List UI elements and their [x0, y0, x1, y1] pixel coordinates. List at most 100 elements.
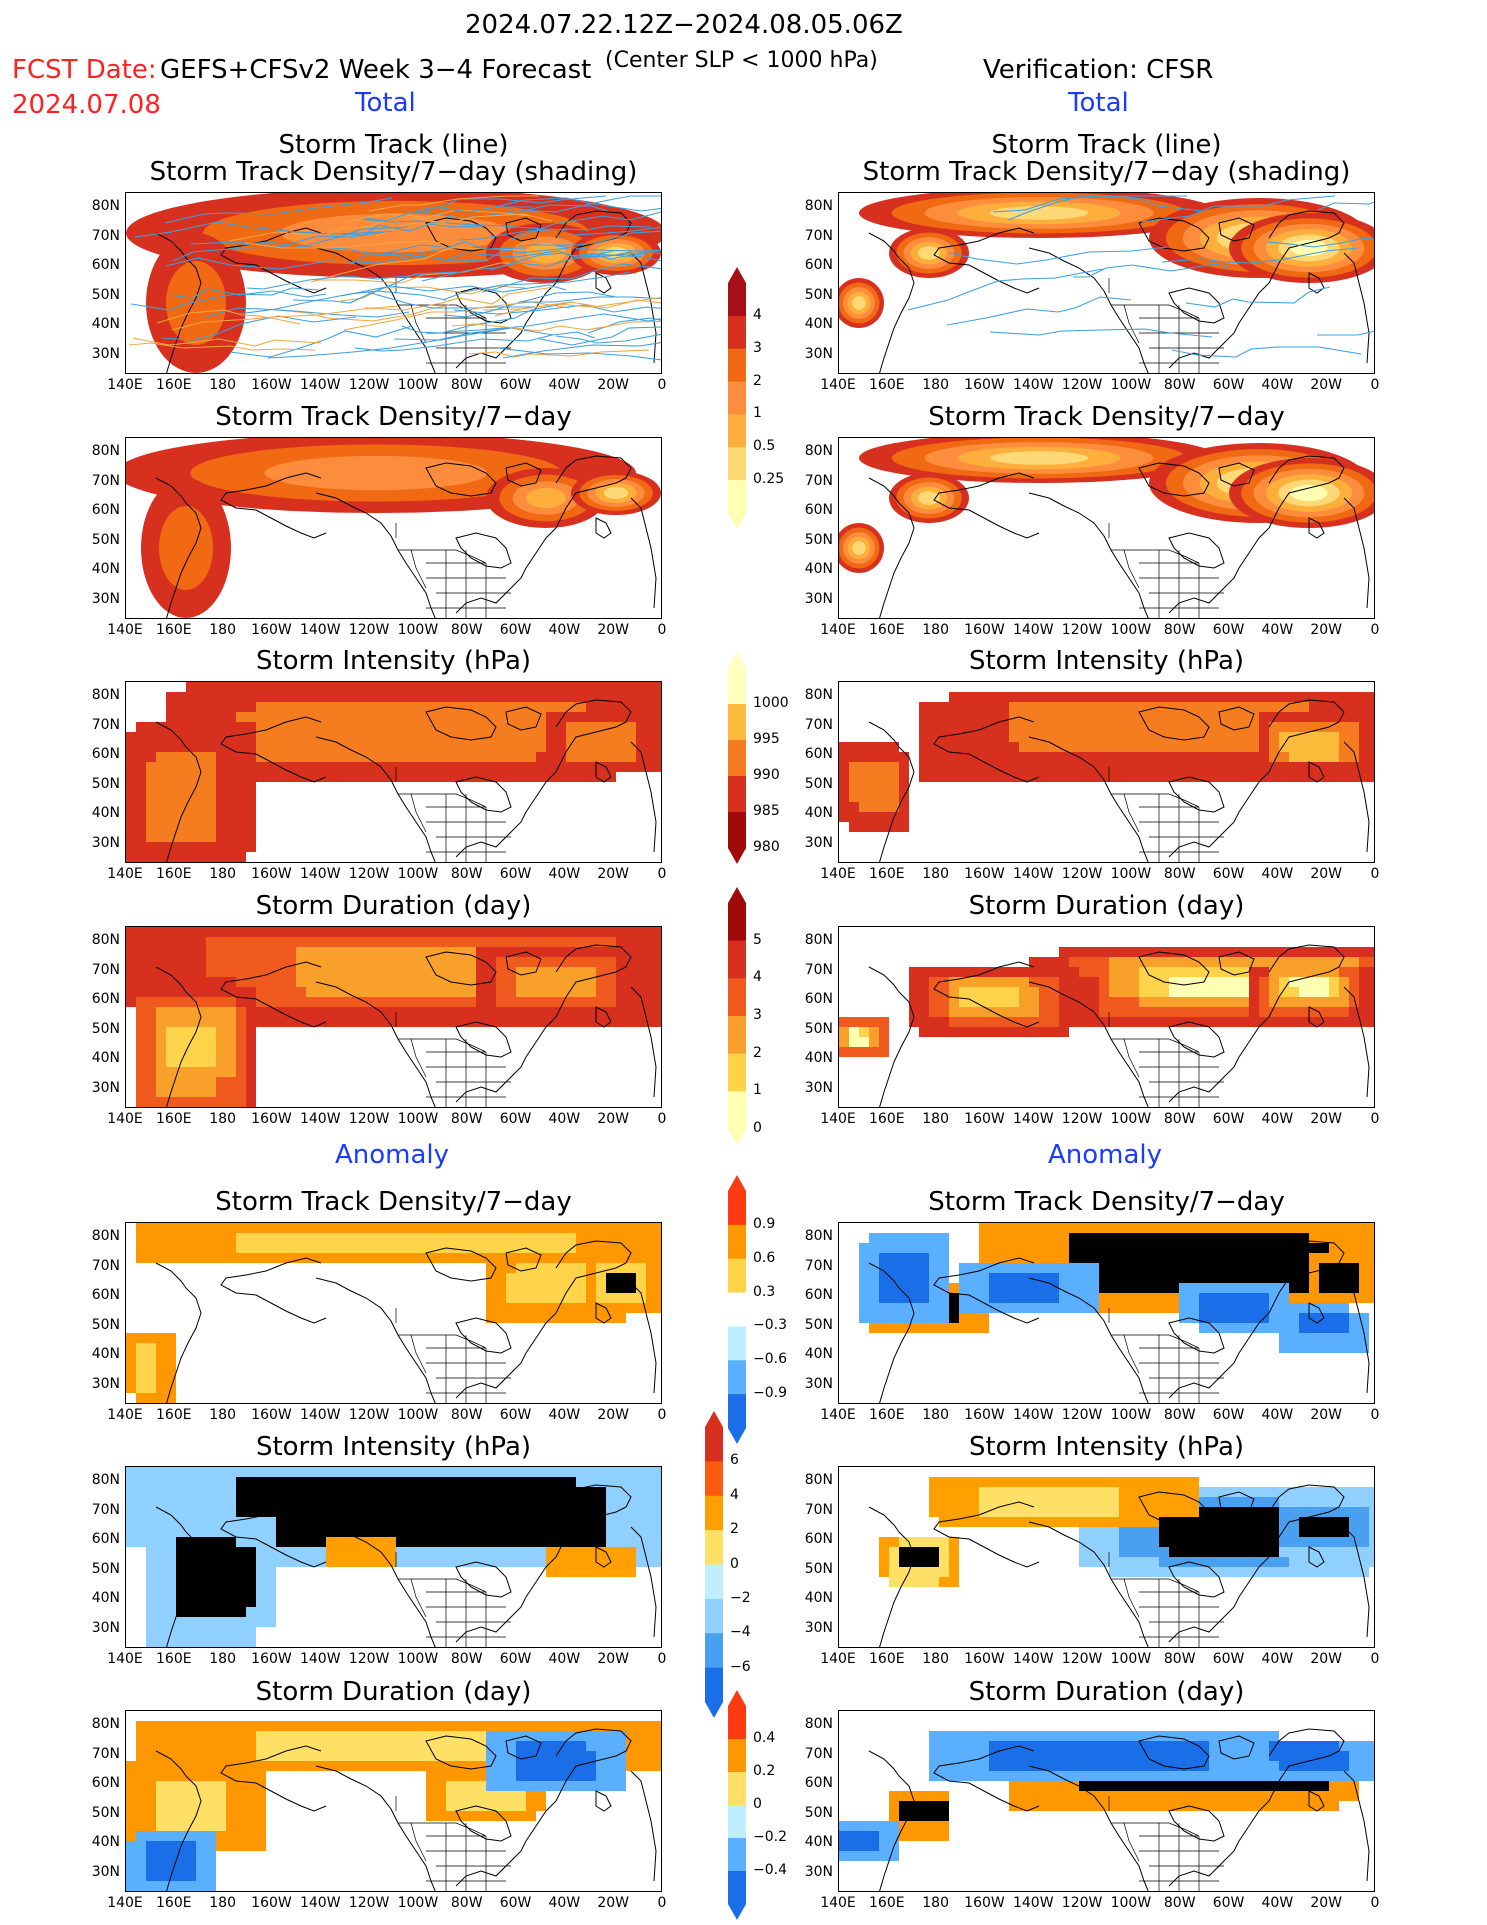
lon-label: 160E: [156, 866, 192, 882]
colorbar-tick-label: 985: [753, 803, 780, 819]
lon-label: 160E: [869, 622, 905, 638]
colorbar-tick-label: 0.25: [753, 471, 785, 488]
lon-label: 100W: [1110, 1895, 1152, 1911]
colorbar-tick-label: 3: [753, 339, 762, 356]
lon-label: 120W: [348, 1895, 390, 1911]
colorbar-tick-label: 4: [753, 969, 762, 986]
map-canvas: [126, 1721, 661, 1891]
title-track-shading-left: Storm Track Density/7−day (shading): [149, 157, 638, 187]
colorbar-tick-label: 3: [753, 1007, 762, 1023]
colorbar-tick-label: 0: [730, 1555, 739, 1572]
lat-label: 40N: [91, 1590, 120, 1606]
lat-label: 80N: [91, 932, 120, 948]
map-track-line-verification: [838, 192, 1375, 374]
lat-label: 50N: [91, 1316, 120, 1333]
lon-label: 100W: [1110, 1407, 1152, 1423]
lon-label: 160E: [869, 866, 905, 882]
lon-label: 140E: [107, 622, 143, 638]
lon-label: 100W: [397, 1895, 439, 1911]
lon-label: 140W: [299, 1407, 341, 1423]
lon-label: 20W: [1310, 1111, 1342, 1127]
map-canvas: [126, 1467, 661, 1647]
colorbar-density-total: [727, 266, 747, 534]
lon-label: 160E: [156, 1407, 192, 1423]
map-density-forecast: [125, 437, 662, 619]
lat-label: 30N: [91, 1863, 120, 1880]
lon-label: 60W: [499, 377, 532, 393]
lon-label: 60W: [499, 1895, 532, 1911]
anomaly-label-left: Anomaly: [335, 1140, 450, 1170]
lon-label: 20W: [597, 1407, 629, 1423]
lon-label: 140W: [1012, 622, 1054, 638]
lon-label: 160W: [251, 1651, 292, 1667]
lon-label: 100W: [397, 866, 439, 882]
lon-label: 100W: [397, 377, 439, 393]
lon-label: 60W: [1212, 1895, 1245, 1911]
lat-label: 40N: [91, 316, 120, 332]
lon-label: 120W: [1061, 377, 1103, 393]
lon-label: 160W: [251, 1895, 292, 1911]
lat-label: 60N: [804, 257, 833, 273]
lon-label: 40W: [1261, 866, 1294, 882]
lat-label: 70N: [91, 1745, 120, 1762]
lat-label: 40N: [91, 1346, 120, 1362]
fcst-date: 2024.07.08: [12, 90, 161, 120]
lon-label: 140W: [1012, 377, 1054, 393]
lon-label: 120W: [348, 622, 390, 638]
lon-label: 120W: [1061, 1111, 1103, 1127]
lat-label: 80N: [804, 1716, 833, 1732]
verification-title: Verification: CFSR: [983, 55, 1214, 85]
map-anom-density-verification: [838, 1222, 1375, 1404]
lon-label: 180: [922, 1651, 949, 1667]
lon-label: 80W: [450, 622, 483, 638]
lon-label: 20W: [1310, 1407, 1342, 1423]
lon-label: 140E: [107, 866, 143, 882]
lon-label: 20W: [1310, 866, 1342, 882]
title-track-line-left: Storm Track (line): [278, 130, 509, 160]
lat-label: 50N: [91, 286, 120, 303]
lon-label: 80W: [1163, 866, 1196, 882]
lon-label: 180: [922, 866, 949, 882]
lon-label: 80W: [450, 1407, 483, 1423]
colorbar-tick-label: 2: [753, 372, 762, 389]
colorbar-tick-label: 0.9: [753, 1215, 776, 1232]
colorbar-tick-label: 980: [753, 839, 780, 855]
lon-label: 140E: [820, 1111, 856, 1127]
colorbar-tick-label: −0.2: [753, 1829, 787, 1845]
lon-label: 80W: [450, 1895, 483, 1911]
lon-label: 0: [1370, 1111, 1380, 1127]
lat-label: 60N: [804, 1287, 833, 1303]
lat-label: 40N: [804, 1050, 833, 1066]
lon-label: 80W: [1163, 377, 1196, 393]
lon-label: 20W: [597, 1111, 629, 1127]
title-track-shading-right: Storm Track Density/7−day (shading): [862, 157, 1351, 187]
lat-label: 50N: [91, 775, 120, 792]
lon-label: 120W: [1061, 1651, 1103, 1667]
lon-label: 160E: [156, 622, 192, 638]
lat-label: 70N: [804, 227, 833, 244]
lon-label: 120W: [348, 377, 390, 393]
lon-label: 160E: [869, 377, 905, 393]
lon-label: 120W: [1061, 622, 1103, 638]
lon-label: 60W: [499, 1651, 532, 1667]
lat-label: 50N: [804, 286, 833, 303]
map-canvas: [839, 692, 1374, 862]
lon-label: 140W: [1012, 866, 1054, 882]
lon-label: 160E: [156, 1651, 192, 1667]
lon-label: 60W: [499, 622, 532, 638]
lat-label: 30N: [804, 590, 833, 607]
title-duration-left: Storm Duration (day): [255, 891, 532, 921]
colorbar-density_anom: [728, 1175, 746, 1444]
map-anom-intensity-forecast: [125, 1466, 662, 1648]
lon-label: 140E: [107, 377, 143, 393]
title-density-right: Storm Track Density/7−day: [928, 402, 1285, 432]
lon-label: 180: [209, 1407, 236, 1423]
lon-label: 0: [1370, 1651, 1380, 1667]
colorbar-tick-label: 1: [753, 1082, 762, 1099]
lon-label: 140W: [299, 377, 341, 393]
lon-label: 40W: [1261, 1651, 1294, 1667]
lat-label: 70N: [91, 716, 120, 733]
lon-label: 40W: [1261, 622, 1294, 638]
lat-label: 70N: [91, 227, 120, 244]
lat-label: 70N: [804, 716, 833, 733]
